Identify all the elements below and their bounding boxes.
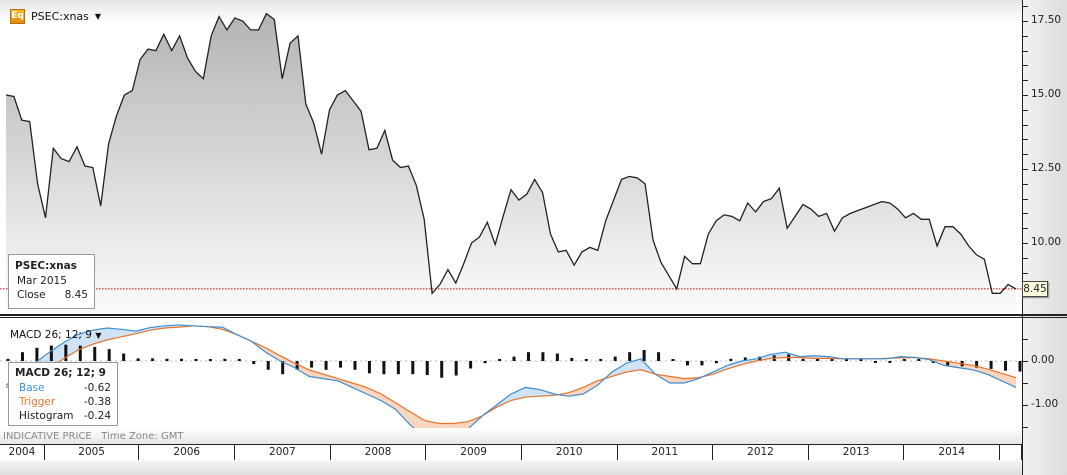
year-label: 2014 bbox=[904, 445, 1001, 460]
axis-tick bbox=[1022, 80, 1028, 82]
time-axis[interactable]: 2004 2005 2006 2007 2008 2009 2010 2011 2012 2013… bbox=[0, 444, 1022, 462]
year-label: 2006 bbox=[139, 445, 236, 460]
macd-base-value: -0.62 bbox=[83, 382, 111, 394]
axis-tick bbox=[1022, 124, 1028, 126]
axis-tick bbox=[1022, 257, 1028, 259]
footer-bar bbox=[0, 428, 1022, 444]
macd-trigger-label: Trigger bbox=[19, 396, 56, 408]
year-label: 2008 bbox=[331, 445, 427, 460]
axis-tick bbox=[1022, 361, 1028, 362]
macd-tooltip: MACD 26; 12; 9 Base -0.62 Trigger -0.38 Hi… bbox=[8, 362, 118, 426]
year-label: 2004 bbox=[0, 445, 45, 460]
price-tooltip: PSEC:xnas Mar 2015 Close 8.45 bbox=[8, 254, 95, 309]
price-axis-label: 10.00 bbox=[1031, 236, 1062, 248]
last-price-marker: 8.45 bbox=[1022, 281, 1048, 297]
macd-chart-area[interactable] bbox=[0, 318, 1022, 430]
year-label: 2005 bbox=[45, 445, 140, 460]
year-label: 2011 bbox=[618, 445, 714, 460]
macd-histogram-value: -0.24 bbox=[83, 410, 111, 422]
macd-axis-label: -1.00 bbox=[1031, 398, 1059, 410]
year-label: 2013 bbox=[809, 445, 905, 460]
axis-tick bbox=[1022, 228, 1028, 230]
dropdown-caret-icon[interactable]: ▼ bbox=[94, 12, 102, 21]
axis-tick bbox=[1022, 339, 1028, 340]
pane-divider-axis bbox=[1022, 314, 1067, 318]
year-label: 2012 bbox=[713, 445, 809, 460]
axis-tick bbox=[1022, 272, 1028, 274]
axis-tick bbox=[1022, 50, 1028, 52]
tooltip-close-label: Close bbox=[17, 289, 46, 301]
bottom-bar bbox=[0, 461, 1022, 475]
year-label: 2010 bbox=[522, 445, 618, 460]
axis-tick bbox=[1022, 213, 1028, 215]
symbol-selector[interactable]: Eq PSEC:xnas ▼ bbox=[10, 9, 101, 24]
symbol-label: PSEC:xnas bbox=[31, 10, 89, 23]
pane-divider[interactable] bbox=[0, 314, 1022, 318]
price-chart bbox=[0, 12, 1022, 312]
price-axis-label: 17.50 bbox=[1031, 14, 1062, 26]
axis-tick bbox=[1022, 154, 1028, 156]
tooltip-date: Mar 2015 bbox=[17, 275, 67, 287]
axis-tick bbox=[1022, 21, 1028, 22]
axis-tick bbox=[1022, 95, 1028, 96]
axis-tick bbox=[1022, 183, 1028, 185]
axis-tick bbox=[1022, 405, 1028, 406]
equity-icon: Eq bbox=[10, 9, 25, 24]
axis-tick bbox=[1022, 243, 1028, 244]
year-label bbox=[1000, 445, 1022, 460]
price-axis bbox=[1022, 0, 1067, 475]
axis-tick bbox=[1022, 109, 1028, 111]
axis-tick bbox=[1022, 65, 1028, 67]
price-axis-label: 12.50 bbox=[1031, 162, 1062, 174]
year-label: 2009 bbox=[426, 445, 522, 460]
axis-tick bbox=[1022, 6, 1028, 8]
macd-trigger-value: -0.38 bbox=[83, 396, 111, 408]
macd-label: MACD 26; 12; 9 bbox=[10, 329, 92, 341]
axis-tick bbox=[1022, 139, 1028, 141]
axis-tick bbox=[1022, 427, 1028, 428]
macd-chart bbox=[0, 324, 1022, 441]
macd-selector[interactable]: MACD 26; 12; 9 ▼ bbox=[10, 329, 101, 341]
tooltip-title: PSEC:xnas bbox=[15, 260, 77, 272]
macd-tooltip-title: MACD 26; 12; 9 bbox=[15, 367, 106, 379]
macd-histogram-label: Histogram bbox=[19, 410, 74, 422]
axis-tick bbox=[1022, 198, 1028, 200]
tooltip-close-value: 8.45 bbox=[64, 289, 88, 301]
year-label: 2007 bbox=[235, 445, 331, 460]
macd-base-label: Base bbox=[19, 382, 45, 394]
axis-tick bbox=[1022, 169, 1028, 170]
axis-tick bbox=[1022, 35, 1028, 37]
footer-text: INDICATIVE PRICE Time Zone: GMT bbox=[3, 431, 184, 442]
price-axis-label: 15.00 bbox=[1031, 88, 1062, 100]
dropdown-caret-icon[interactable]: ▼ bbox=[95, 331, 102, 340]
axis-tick bbox=[1022, 383, 1028, 384]
macd-axis-label: 0.00 bbox=[1031, 354, 1055, 366]
